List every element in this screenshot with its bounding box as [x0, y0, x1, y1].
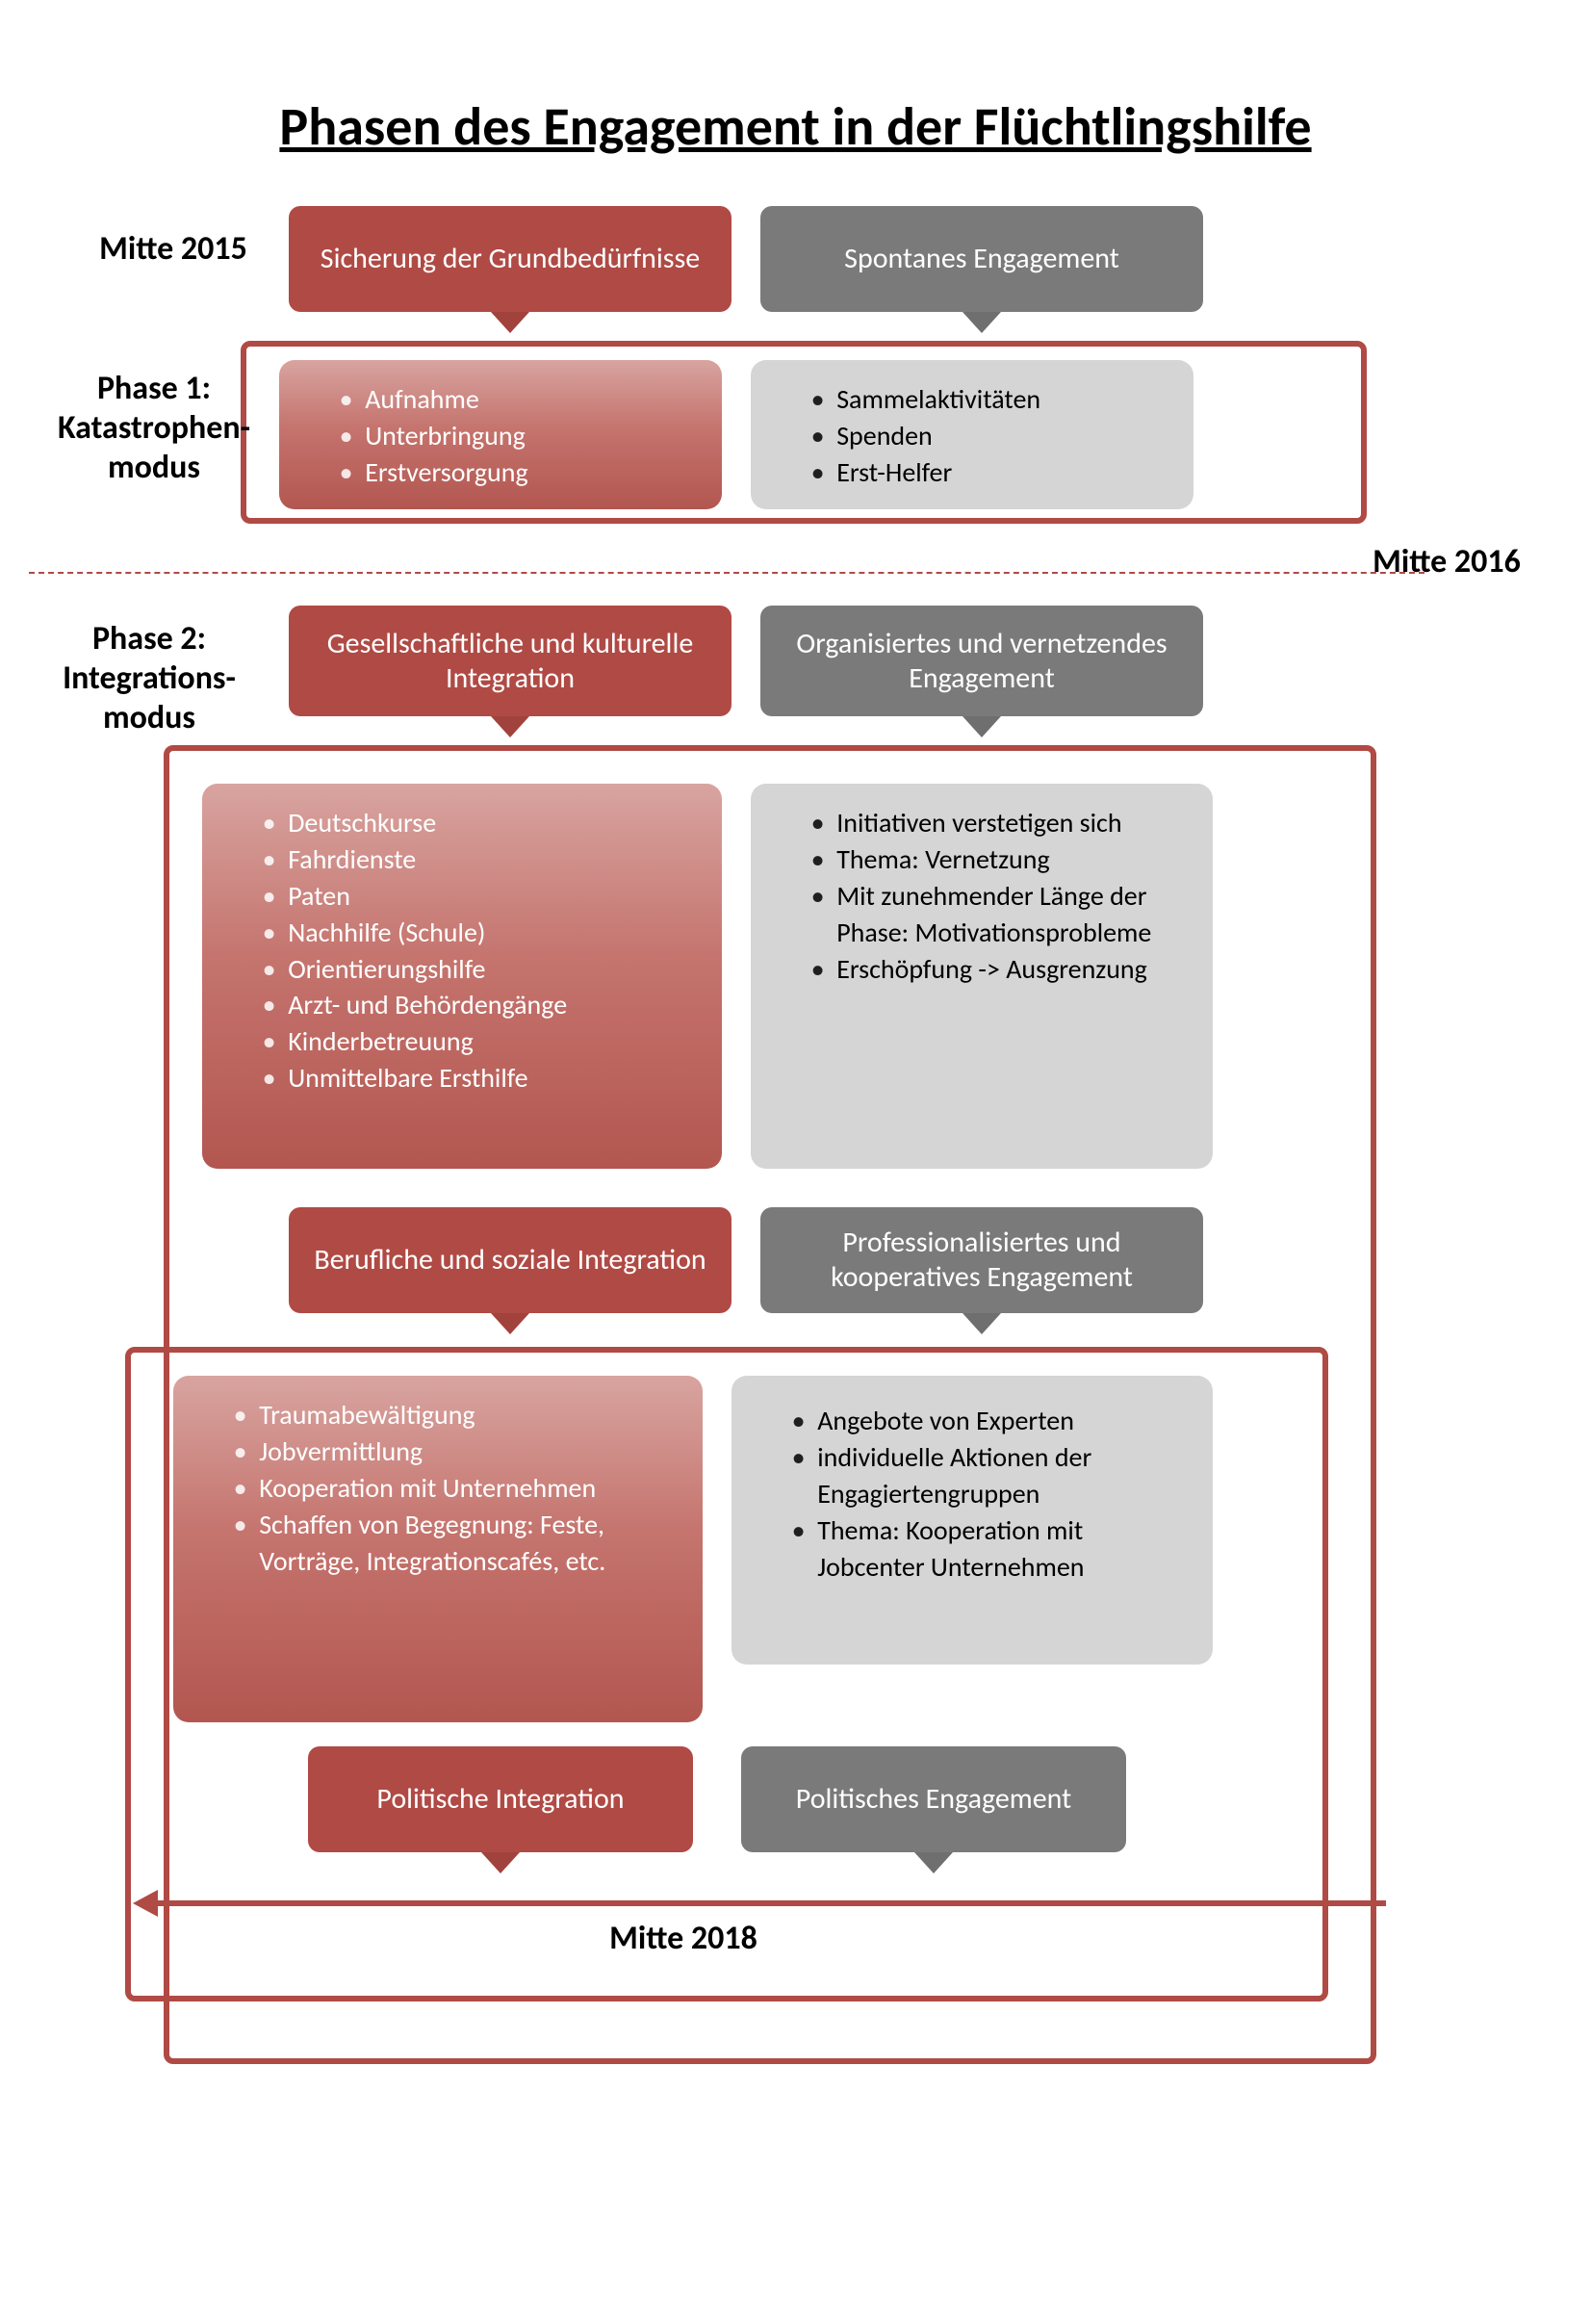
header-sicherung: Sicherung der Grundbedürfnisse — [289, 206, 731, 312]
list-item: Thema: Kooperation mit Jobcenter Unterne… — [780, 1512, 1184, 1586]
list-phase1-right: SammelaktivitätenSpendenErst-Helfer — [799, 381, 1165, 490]
list-item: Thema: Vernetzung — [799, 841, 1184, 878]
box-phase2a-left: DeutschkurseFahrdienstePatenNachhilfe (S… — [202, 784, 722, 1169]
box-phase1-right: SammelaktivitätenSpendenErst-Helfer — [751, 360, 1193, 509]
list-item: Kinderbetreuung — [250, 1023, 693, 1060]
box-phase2b-left: TraumabewältigungJobvermittlungKooperati… — [173, 1376, 703, 1722]
arrow-left-icon — [133, 1890, 158, 1917]
callout-icon — [481, 1852, 520, 1873]
header-professionalisiert: Professionalisiertes und kooperatives En… — [760, 1207, 1203, 1313]
list-item: Angebote von Experten — [780, 1403, 1184, 1439]
callout-icon — [962, 716, 1001, 737]
list-item: Sammelaktivitäten — [799, 381, 1165, 418]
list-phase2b-left: TraumabewältigungJobvermittlungKooperati… — [221, 1397, 674, 1579]
list-item: Unmittelbare Ersthilfe — [250, 1060, 693, 1097]
list-phase2b-right: Angebote von Expertenindividuelle Aktion… — [780, 1403, 1184, 1585]
box-phase2a-right: Initiativen verstetigen sichThema: Verne… — [751, 784, 1213, 1169]
list-item: Arzt- und Behördengänge — [250, 987, 693, 1023]
list-phase2a-left: DeutschkurseFahrdienstePatenNachhilfe (S… — [250, 805, 693, 1096]
callout-icon — [914, 1852, 953, 1873]
date-mitte-2016: Mitte 2016 — [1370, 543, 1524, 582]
list-item: Paten — [250, 878, 693, 915]
list-item: Spenden — [799, 418, 1165, 454]
box-phase1-left: AufnahmeUnterbringungErstversorgung — [279, 360, 722, 509]
list-item: Aufnahme — [327, 381, 693, 418]
callout-icon — [962, 312, 1001, 333]
list-item: Unterbringung — [327, 418, 693, 454]
diagram-stage: Sicherung der Grundbedürfnisse Spontanes… — [87, 206, 1504, 2228]
header-organisiert: Organisiertes und vernetzendes Engagemen… — [760, 606, 1203, 716]
callout-icon — [962, 1313, 1001, 1334]
header-beruflich: Berufliche und soziale Integration — [289, 1207, 731, 1313]
list-item: Erschöpfung -> Ausgrenzung — [799, 951, 1184, 988]
list-item: Deutschkurse — [250, 805, 693, 841]
list-item: Nachhilfe (Schule) — [250, 915, 693, 951]
page-title: Phasen des Engagement in der Flüchtlings… — [267, 96, 1325, 158]
list-item: Fahrdienste — [250, 841, 693, 878]
list-item: Orientierungshilfe — [250, 951, 693, 988]
header-spontanes: Spontanes Engagement — [760, 206, 1203, 312]
box-phase2b-right: Angebote von Expertenindividuelle Aktion… — [731, 1376, 1213, 1665]
phase-divider — [29, 572, 1424, 574]
header-integration: Gesellschaftliche und kulturelle Integra… — [289, 606, 731, 716]
label-phase1: Phase 1: Katastrophen-modus — [38, 370, 269, 487]
timeline-line — [154, 1900, 1386, 1906]
header-politische-integration: Politische Integration — [308, 1746, 693, 1852]
list-item: Erstversorgung — [327, 454, 693, 491]
header-politisches-engagement: Politisches Engagement — [741, 1746, 1126, 1852]
list-item: Kooperation mit Unternehmen — [221, 1470, 674, 1507]
list-item: Erst-Helfer — [799, 454, 1165, 491]
date-mitte-2015: Mitte 2015 — [77, 230, 269, 270]
callout-icon — [491, 312, 529, 333]
callout-icon — [491, 1313, 529, 1334]
list-item: Traumabewältigung — [221, 1397, 674, 1433]
list-item: Mit zunehmender Länge der Phase: Motivat… — [799, 878, 1184, 951]
list-phase1-left: AufnahmeUnterbringungErstversorgung — [327, 381, 693, 490]
list-item: Jobvermittlung — [221, 1433, 674, 1470]
list-item: Schaffen von Begegnung: Feste, Vorträge,… — [221, 1507, 674, 1580]
callout-icon — [491, 716, 529, 737]
list-item: Initiativen verstetigen sich — [799, 805, 1184, 841]
list-phase2a-right: Initiativen verstetigen sichThema: Verne… — [799, 805, 1184, 987]
date-mitte-2018: Mitte 2018 — [587, 1920, 780, 1957]
label-phase2: Phase 2: Integrations-modus — [29, 620, 269, 737]
list-item: individuelle Aktionen der Engagiertengru… — [780, 1439, 1184, 1512]
